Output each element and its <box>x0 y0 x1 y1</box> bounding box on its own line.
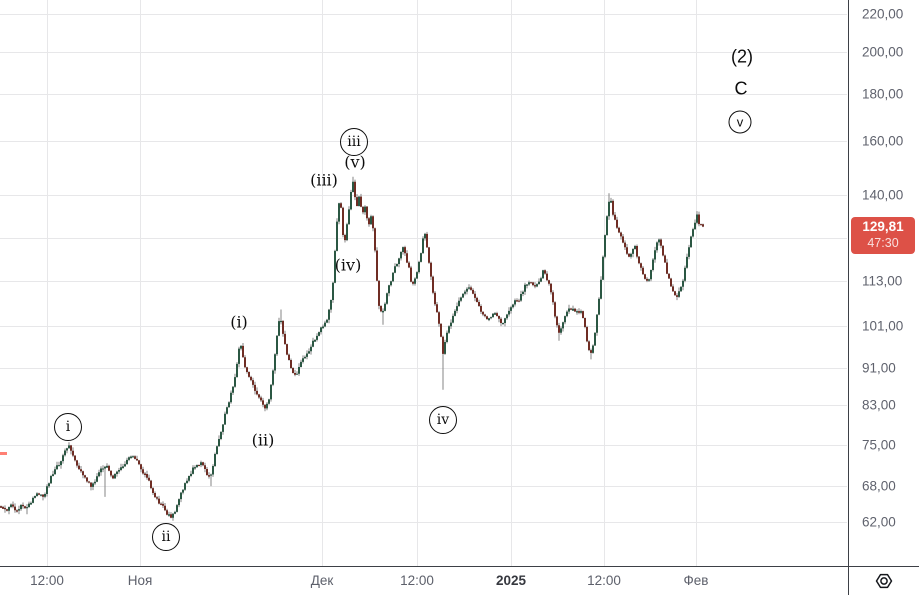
wave-label-iv[interactable]: (iv) <box>334 255 362 275</box>
price-axis-label: 200,00 <box>862 44 904 60</box>
axis-settings-icon[interactable] <box>872 571 896 591</box>
price-axis-label: 101,00 <box>862 318 904 334</box>
wave-label-ii-circled[interactable]: ii <box>152 523 180 551</box>
time-axis-label: 12:00 <box>587 573 621 588</box>
price-axis-label: 140,00 <box>862 187 904 203</box>
price-axis-label: 68,00 <box>862 478 896 494</box>
price-axis-label: 180,00 <box>862 86 904 102</box>
time-axis-label: 12:00 <box>400 573 434 588</box>
price-axis-label: 113,00 <box>862 273 903 289</box>
wave-label-v[interactable]: (v) <box>344 152 366 172</box>
price-axis-label: 160,00 <box>862 133 904 149</box>
price-axis-label: 91,00 <box>862 360 896 376</box>
time-axis-label: Фев <box>683 573 709 588</box>
price-axis-label: 83,00 <box>862 397 896 413</box>
badge-price: 129,81 <box>862 219 904 235</box>
wave-label-iv-circled[interactable]: iv <box>429 406 457 434</box>
price-axis-label: 220,00 <box>862 6 904 22</box>
wave-label-C[interactable]: C <box>734 78 748 99</box>
wave-label-i-circled[interactable]: i <box>54 413 82 441</box>
current-price-badge: 129,81 47:30 <box>851 217 915 254</box>
time-axis-label: 2025 <box>495 573 527 588</box>
wave-label-ii[interactable]: (ii) <box>251 430 275 450</box>
price-level-marker[interactable] <box>0 452 7 455</box>
time-axis-label: Дек <box>310 573 334 588</box>
badge-countdown: 47:30 <box>867 236 899 251</box>
price-axis-label: 75,00 <box>862 437 896 453</box>
price-axis-label: 62,00 <box>862 514 896 530</box>
wave-label-iii[interactable]: (iii) <box>310 170 338 190</box>
wave-label-iii-circled[interactable]: iii <box>340 128 368 156</box>
wave-label-2[interactable]: (2) <box>731 46 753 67</box>
time-axis-label: 12:00 <box>30 573 64 588</box>
axis-corner <box>849 567 919 595</box>
price-axis[interactable]: 220,00 200,00 180,00 160,00 140,00 113,00 101,… <box>848 0 919 566</box>
wave-label-i[interactable]: (i) <box>230 312 248 332</box>
time-axis[interactable]: 12:00 Ноя Дек 12:00 2025 12:00 Фев <box>0 567 848 595</box>
time-axis-label: Ноя <box>127 573 153 588</box>
wave-label-v-circled[interactable]: v <box>728 110 752 134</box>
